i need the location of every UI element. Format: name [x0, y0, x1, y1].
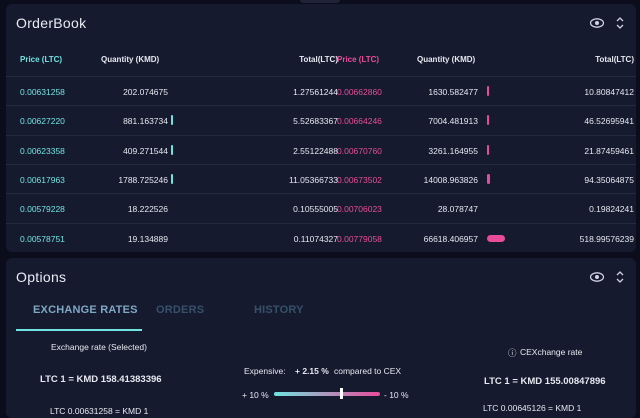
buy-quantity: 1788.725246: [118, 174, 168, 185]
buy-total: 1.27561244: [293, 87, 338, 97]
sell-price: 0.00664246: [337, 116, 382, 127]
expensive-label: Expensive:: [244, 366, 286, 376]
sell-depth-bar: [487, 173, 491, 184]
header-buy-quantity[interactable]: Quantity (KMD): [101, 55, 160, 64]
sell-price: 0.00670760: [337, 145, 382, 156]
buy-total: 0.10555005: [293, 204, 338, 215]
buy-total: 2.55122488: [293, 145, 338, 156]
selected-rate-inverse: LTC 0.00631258 = KMD 1: [50, 406, 149, 416]
header-sell-quantity[interactable]: Quantity (KMD): [417, 55, 476, 64]
sort-arrows-icon[interactable]: [616, 270, 624, 284]
sell-quantity: 66618.406957: [423, 233, 478, 244]
active-tab-indicator: [16, 329, 142, 331]
buy-price: 0.00631258: [20, 87, 65, 97]
buy-quantity: 881.163734: [123, 116, 168, 127]
buy-price: 0.00627220: [20, 116, 65, 127]
cex-rate-inverse: LTC 0.00645126 = KMD 1: [483, 403, 582, 413]
sell-total: 518.99576239: [579, 233, 634, 244]
sell-quantity: 3261.164955: [428, 145, 478, 156]
sell-total: 0.19824241: [589, 204, 634, 215]
orderbook-row[interactable]: 0.00627220 881.163734 5.52683367 0.00664246…: [6, 105, 636, 135]
orderbook-row[interactable]: 0.00578751 19.134889 0.11074327 0.00779058 6…: [6, 222, 636, 253]
cex-rate-value: LTC 1 = KMD 155.00847896: [484, 376, 606, 387]
buy-quantity: 19.134889: [127, 233, 168, 244]
sell-quantity: 28.078747: [437, 204, 478, 215]
price-slider-track[interactable]: [274, 392, 380, 396]
orderbook-row[interactable]: 0.00617963 1788.725246 11.05366733 0.006735…: [6, 163, 636, 194]
sell-quantity: 1630.582477: [428, 87, 478, 97]
sell-total: 94.35064875: [584, 174, 634, 185]
slider-min-label: + 10 %: [242, 390, 269, 400]
orderbook-row[interactable]: 0.00579228 18.222526 0.10555005 0.00706023 2…: [6, 193, 636, 223]
orderbook-panel: OrderBook Price (LTC) Quantity (KMD) Tot…: [6, 4, 636, 252]
buy-quantity: 409.271544: [123, 145, 168, 156]
buy-total: 5.52683367: [293, 116, 338, 127]
sell-total: 21.87459461: [584, 145, 634, 156]
orderbook-title: OrderBook: [16, 15, 87, 31]
selected-rate-label: Exchange rate (Selected): [51, 342, 147, 352]
cex-rate-label: CEXchange rate: [520, 347, 583, 357]
options-tabs: EXCHANGE RATES ORDERS HISTORY: [6, 296, 636, 334]
buy-depth-bar: [171, 144, 173, 155]
sell-depth-bar: [487, 144, 489, 155]
selected-rate-value: LTC 1 = KMD 158.41383396: [40, 374, 162, 385]
buy-quantity: 18.222526: [127, 204, 168, 215]
sell-depth-bar: [487, 115, 489, 126]
buy-price: 0.00623358: [20, 145, 65, 156]
buy-price: 0.00617963: [20, 174, 65, 185]
sell-total: 46.52695941: [584, 116, 634, 127]
compared-to-cex: compared to CEX: [334, 366, 402, 376]
sell-quantity: 7004.481913: [428, 116, 478, 127]
sell-total: 10.80847412: [584, 87, 634, 97]
sell-depth-bar: [487, 234, 505, 242]
header-buy-total[interactable]: Total(LTC): [299, 55, 338, 64]
orderbook-row[interactable]: 0.00623358 409.271544 2.55122488 0.00670760…: [6, 134, 636, 165]
buy-total: 11.05366733: [288, 174, 338, 185]
sell-depth-bar: [487, 86, 489, 96]
sort-arrows-icon[interactable]: [616, 16, 624, 30]
slider-max-label: - 10 %: [384, 390, 409, 400]
sell-price: 0.00662860: [337, 87, 382, 97]
info-icon[interactable]: ⓘ: [508, 348, 517, 358]
tab-orders[interactable]: ORDERS: [156, 304, 205, 316]
tab-exchange-rates[interactable]: EXCHANGE RATES: [33, 304, 138, 316]
buy-price: 0.00579228: [20, 204, 65, 215]
header-sell-total[interactable]: Total(LTC): [595, 55, 634, 64]
top-scroll-handle[interactable]: [300, 0, 340, 3]
sell-price: 0.00673502: [337, 174, 382, 185]
sell-price: 0.00706023: [337, 204, 382, 215]
expensive-value: + 2.15 %: [295, 366, 329, 376]
buy-quantity: 202.074675: [123, 87, 168, 97]
eye-icon[interactable]: [590, 18, 604, 28]
buy-price: 0.00578751: [20, 233, 65, 244]
buy-total: 0.11074327: [293, 233, 338, 244]
price-slider-knob[interactable]: [340, 388, 343, 399]
orderbook-row[interactable]: 0.00631258 202.074675 1.27561244 0.00662860…: [6, 76, 636, 106]
options-title: Options: [16, 269, 67, 285]
buy-depth-bar: [171, 115, 173, 126]
header-sell-price[interactable]: Price (LTC): [337, 55, 380, 64]
options-panel: Options EXCHANGE RATES ORDERS HISTORY Ex…: [6, 258, 636, 418]
tab-history[interactable]: HISTORY: [254, 304, 304, 316]
sell-price: 0.00779058: [337, 233, 382, 244]
buy-depth-bar: [171, 173, 174, 184]
eye-icon[interactable]: [590, 272, 604, 282]
header-buy-price[interactable]: Price (LTC): [20, 55, 63, 64]
sell-quantity: 14008.963826: [423, 174, 478, 185]
